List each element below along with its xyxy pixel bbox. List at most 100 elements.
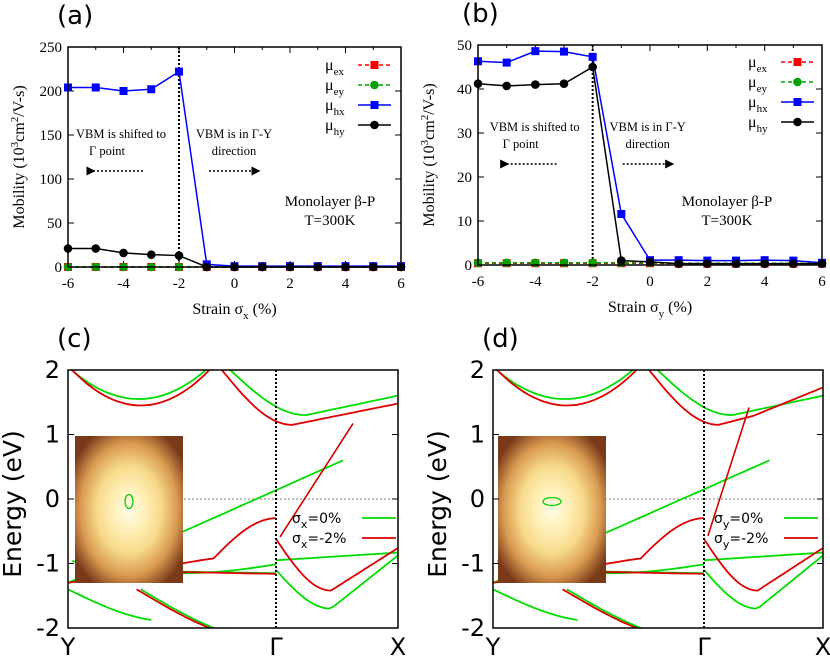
- x-tick-label: -4: [529, 274, 542, 290]
- x-tick-label: 4: [761, 274, 769, 290]
- legend-marker-ey: [370, 80, 379, 90]
- kpoint-label: Γ: [697, 633, 711, 657]
- band-curve-strained: [221, 370, 398, 426]
- brillouin-zone-inset: [75, 436, 183, 583]
- x-tick-label: -6: [62, 276, 75, 292]
- legend-label-part: y: [723, 518, 730, 531]
- annotation-direction: direction: [212, 144, 257, 158]
- plot-frame: [67, 46, 402, 268]
- legend-label: σy=0%: [714, 511, 763, 531]
- legend-label-ey: μey: [748, 74, 767, 95]
- band-curve-unstrained: [140, 588, 217, 628]
- note-material: Monolayer β-P: [285, 194, 376, 210]
- annotation-shifted: VBM is shifted to: [76, 127, 166, 141]
- series-line-hy: [477, 65, 822, 265]
- panel-b: (b)-6 -4 -2 0 2 4 601020304050μexμeyμhxμhyVBM …: [419, 0, 827, 320]
- data-point-hy: [617, 256, 626, 265]
- legend-marker-ex: [793, 58, 802, 66]
- y-tick-label: -1: [461, 550, 485, 578]
- panel-label: (c): [57, 324, 92, 354]
- plot-frame: [477, 44, 823, 266]
- x-tick-label: 4: [342, 276, 350, 292]
- legend-label-ey-part: μ: [325, 77, 334, 94]
- annotation-shifted: VBM is shifted to: [490, 120, 580, 134]
- band-curve-unstrained: [493, 588, 578, 621]
- data-point-hx: [617, 209, 626, 218]
- fermi-pocket: [124, 493, 134, 510]
- y-axis-label-part: 2: [9, 117, 21, 123]
- y-tick-label: -2: [461, 614, 485, 642]
- data-point-hx: [119, 87, 128, 95]
- annotation-gamma-y: VBM is in Γ-Y: [196, 127, 272, 141]
- legend-label-part: =0%: [729, 511, 763, 527]
- y-axis-label-part: Mobility (10: [11, 147, 28, 228]
- y-tick-label: 2: [470, 356, 485, 384]
- x-axis-label-part: y: [659, 308, 665, 320]
- x-axis-label: Strain σx (%): [192, 301, 276, 322]
- panel-label: (d): [482, 324, 519, 354]
- data-point-ey: [559, 258, 569, 268]
- legend-label-ey: μey: [325, 77, 344, 98]
- x-tick-label: 2: [286, 276, 294, 292]
- x-tick-label: -6: [472, 274, 485, 290]
- legend-label-hy-part: μ: [325, 117, 334, 134]
- note-temperature: T=300K: [702, 213, 753, 229]
- x-tick-label: 0: [231, 276, 239, 292]
- y-tick-label: -2: [36, 614, 60, 642]
- y-axis-label: Energy (eV): [0, 430, 27, 577]
- legend-label-ex-part: μ: [325, 57, 334, 74]
- x-axis-label: Strain σy (%): [608, 299, 692, 320]
- legend-label-part: =0%: [307, 511, 341, 527]
- band-curve-unstrained: [275, 551, 398, 562]
- note-material: Monolayer β-P: [682, 194, 773, 210]
- band-curve-strained: [275, 538, 398, 592]
- panel-label: (a): [57, 1, 93, 31]
- arrow-head-vbm: [279, 480, 317, 538]
- legend-label-part: =-2%: [729, 531, 768, 547]
- panel-a: (a)-6 -4 -2 0 2 4 6050100150200250μexμeyμhxμhy…: [9, 1, 406, 322]
- legend-marker-ey: [793, 77, 802, 87]
- y-tick-label: 1: [45, 421, 60, 449]
- legend-marker-hy: [793, 117, 802, 127]
- legend-marker-hy: [370, 120, 379, 130]
- x-tick-label: 2: [704, 274, 712, 290]
- y-tick-label: 250: [40, 40, 63, 56]
- data-point-hy: [674, 259, 683, 268]
- data-point-hy: [531, 80, 540, 89]
- arrow-head-vbm: [707, 471, 729, 536]
- y-axis-label: Mobility (103cm2/V-s): [9, 85, 28, 228]
- legend-label-part: y: [723, 538, 730, 551]
- legend-label-part: =-2%: [307, 531, 346, 547]
- annotation-direction: direction: [625, 137, 670, 151]
- band-curve-strained: [562, 588, 640, 628]
- y-axis-label-part: /V-s): [421, 83, 438, 114]
- y-tick-label: 200: [40, 84, 63, 100]
- legend-label-hx-part: μ: [748, 94, 757, 111]
- legend-label: σy=-2%: [714, 531, 768, 551]
- y-tick-label: 150: [40, 128, 63, 144]
- y-tick-label: 50: [47, 216, 62, 232]
- kpoint-label: Y: [485, 633, 501, 657]
- data-point-ey: [588, 258, 597, 268]
- band-curve-unstrained: [68, 588, 152, 621]
- legend-label-ex: μex: [748, 54, 767, 75]
- legend-label-hy: μhy: [748, 114, 768, 135]
- band-curve-unstrained: [703, 554, 823, 610]
- y-tick-label: 1: [470, 421, 485, 449]
- legend-label-hy-part: hy: [334, 126, 346, 138]
- y-tick-label: 2: [45, 356, 60, 384]
- x-tick-label: -4: [117, 276, 130, 292]
- y-axis-label-part: cm: [421, 120, 438, 140]
- data-point-hx: [588, 52, 597, 61]
- legend-label-part: σ: [714, 511, 723, 527]
- x-tick-label: -2: [173, 276, 186, 292]
- legend-marker-hx: [370, 101, 379, 109]
- legend-label-part: σ: [714, 531, 723, 547]
- data-point-hx: [531, 47, 540, 56]
- legend-label-hy-part: hy: [757, 123, 769, 135]
- x-tick-label: -2: [586, 274, 599, 290]
- legend-label-ey-part: ey: [757, 83, 768, 95]
- band-curve-unstrained: [703, 551, 823, 562]
